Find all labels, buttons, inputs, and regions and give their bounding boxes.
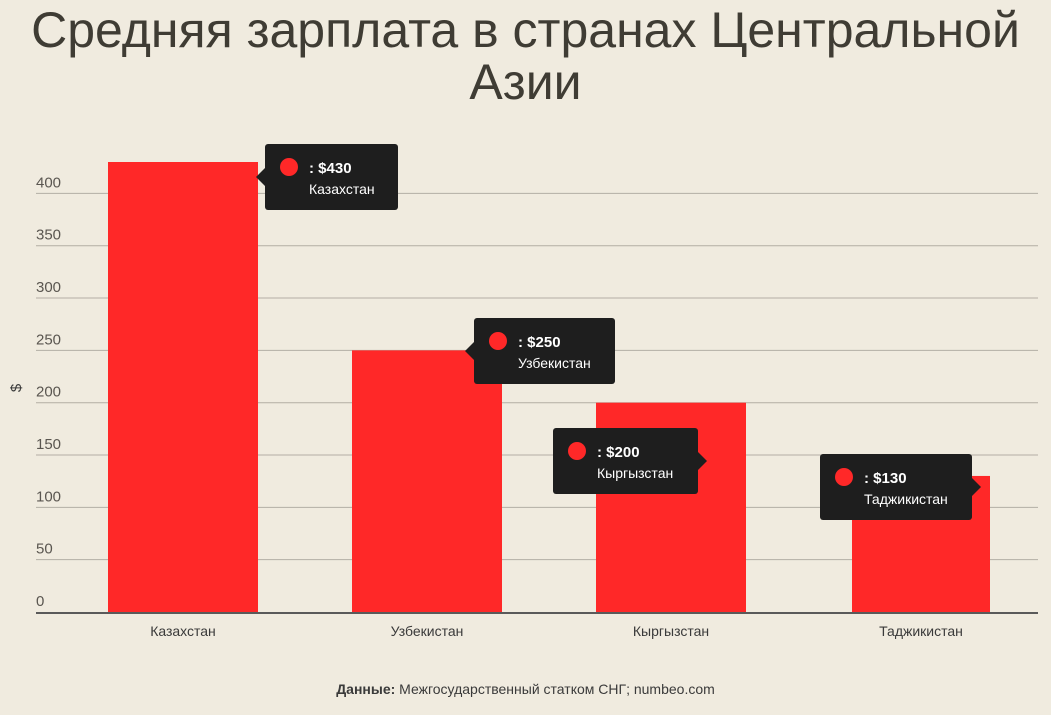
bar[interactable]	[108, 162, 258, 612]
tooltip-marker	[835, 468, 853, 486]
y-tick-label: 200	[36, 384, 61, 401]
y-tick-label: 0	[36, 593, 44, 610]
y-tick-label: 150	[36, 436, 61, 453]
tooltip-box	[474, 318, 615, 384]
y-tick-label: 50	[36, 541, 53, 558]
source-note: Данные: Межгосударственный статком СНГ; …	[0, 681, 1051, 697]
tooltip: : $130 Таджикистан	[820, 454, 981, 520]
tooltip-value: : $200	[597, 444, 640, 461]
y-tick-label: 400	[36, 174, 61, 191]
x-tick-label: Таджикистан	[879, 623, 963, 639]
tooltip-pointer	[972, 478, 981, 496]
tooltip-box	[265, 144, 398, 210]
x-tick-label: Узбекистан	[391, 623, 464, 639]
y-tick-label: 300	[36, 279, 61, 296]
source-label: Данные:	[336, 681, 396, 697]
tooltip-box	[820, 454, 972, 520]
tooltip-pointer	[465, 342, 474, 360]
tooltip: : $430 Казахстан	[256, 144, 398, 210]
chart-title: Средняя зарплата в странах Центральной А…	[31, 2, 1020, 110]
tooltip-category: Узбекистан	[518, 355, 591, 371]
tooltip-marker	[489, 332, 507, 350]
tooltip-value: : $250	[518, 334, 561, 351]
tooltip-pointer	[256, 168, 265, 186]
y-tick-label: 350	[36, 227, 61, 244]
x-tick-label: Кыргызстан	[633, 623, 709, 639]
y-axis-label: $	[8, 383, 25, 392]
y-tick-label: 100	[36, 488, 61, 505]
tooltip-category: Казахстан	[309, 181, 375, 197]
tooltip-box	[553, 428, 698, 494]
tooltip-marker	[280, 158, 298, 176]
bar[interactable]	[352, 350, 502, 612]
tooltip-value: : $130	[864, 470, 907, 487]
tooltip-pointer	[698, 452, 707, 470]
x-tick-label: Казахстан	[150, 623, 216, 639]
y-tick-label: 250	[36, 331, 61, 348]
tooltip: : $250 Узбекистан	[465, 318, 615, 384]
tooltip-value: : $430	[309, 160, 352, 177]
tooltip-marker	[568, 442, 586, 460]
tooltip-category: Таджикистан	[864, 491, 948, 507]
tooltip: : $200 Кыргызстан	[553, 428, 707, 494]
tooltip-category: Кыргызстан	[597, 465, 673, 481]
source-text: Межгосударственный статком СНГ; numbeo.c…	[395, 681, 715, 697]
